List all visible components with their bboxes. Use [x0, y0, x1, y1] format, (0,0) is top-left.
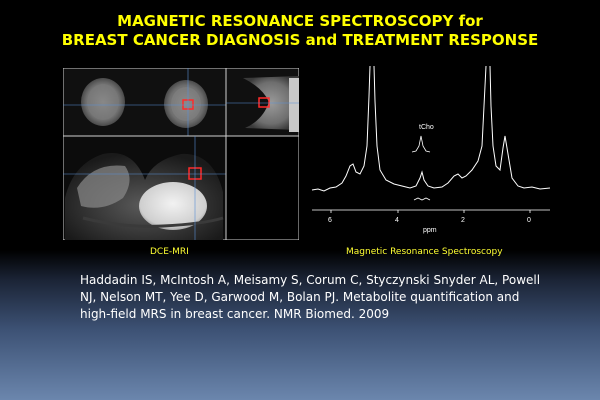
tick-4: 4 — [395, 217, 399, 224]
tcho-label: tCho — [419, 124, 434, 131]
slide-title-line1: MAGNETIC RESONANCE SPECTROSCOPY for — [117, 12, 483, 30]
ppm-label: ppm — [423, 227, 437, 234]
caption-dce-mri: DCE-MRI — [150, 247, 189, 257]
spectrum-trace — [311, 65, 551, 192]
tumor-region — [139, 182, 207, 230]
citation-text: Haddadin IS, McIntosh A, Meisamy S, Coru… — [80, 273, 541, 321]
tick-2: 2 — [461, 217, 465, 224]
tcho-inset-peak — [411, 135, 431, 153]
mri-coronal-panel — [62, 135, 227, 241]
tick-6: 6 — [328, 217, 332, 224]
slide-title-line2: BREAST CANCER DIAGNOSIS and TREATMENT RE… — [61, 31, 539, 49]
mri-panels — [62, 67, 300, 241]
spectrum-plot: tCho 6 4 2 0 ppm — [311, 65, 551, 234]
roi-marker-sagittal — [258, 97, 270, 108]
tick-0: 0 — [527, 217, 531, 224]
dce-mri-image — [62, 67, 300, 241]
mri-sagittal-panel — [225, 67, 300, 137]
mrs-spectrum: tCho 6 4 2 0 ppm — [306, 65, 556, 236]
mri-axial-panel — [62, 67, 227, 137]
caption-mrs: Magnetic Resonance Spectroscopy — [346, 247, 503, 257]
mri-empty-panel — [225, 135, 300, 241]
